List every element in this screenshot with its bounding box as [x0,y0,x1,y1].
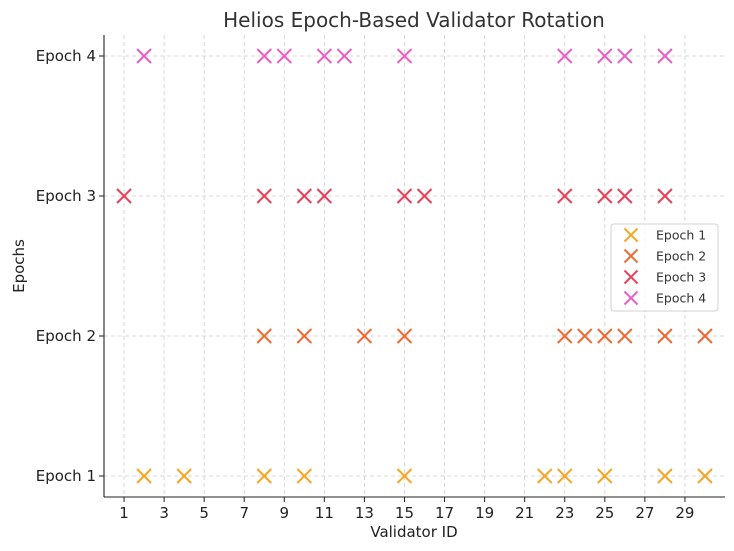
data-point [617,188,633,204]
data-point [657,468,673,484]
data-point [577,328,593,344]
legend-label: Epoch 3 [656,270,706,285]
x-tick-label: 3 [159,504,169,522]
data-point [296,468,313,484]
data-point [256,468,272,484]
x-tick-label: 29 [675,504,694,522]
x-tick-label: 5 [199,504,209,522]
x-tick-label: 13 [355,504,374,522]
legend-label: Epoch 2 [656,249,706,264]
data-point [697,468,713,484]
y-axis-label: Epochs [10,239,28,293]
data-point [316,188,333,204]
data-point [396,188,413,204]
y-tick-label: Epoch 3 [36,187,96,205]
data-point [136,468,152,484]
data-point [597,188,613,204]
data-point [697,328,713,344]
data-point [256,328,272,344]
x-axis-label: Validator ID [370,523,457,541]
y-tick-label: Epoch 1 [36,467,96,485]
data-point [296,188,313,204]
data-point [356,328,373,344]
data-point [557,188,573,204]
data-point [176,468,192,484]
axes [103,35,725,498]
data-point [296,328,313,344]
data-point [256,48,272,64]
data-point [617,328,633,344]
data-point [617,48,633,64]
x-ticks: 1 3 5 7 9 11 13 15 17 19 21 23 25 27 29 [119,497,694,522]
x-tick-label: 19 [475,504,494,522]
data-point [537,468,553,484]
data-point [256,188,272,204]
data-point [657,328,673,344]
x-tick-label: 11 [315,504,334,522]
data-point [316,48,333,64]
data-point [416,188,433,204]
y-tick-label: Epoch 2 [36,327,96,345]
data-point [657,188,673,204]
data-point [116,188,132,204]
data-point [136,48,152,64]
x-tick-label: 21 [515,504,534,522]
legend-label: Epoch 4 [656,291,706,306]
data-point [396,328,413,344]
legend-label: Epoch 1 [656,228,706,243]
data-point [396,468,413,484]
x-tick-label: 9 [280,504,290,522]
x-tick-label: 17 [435,504,454,522]
data-point [597,328,613,344]
chart-title: Helios Epoch-Based Validator Rotation [223,8,605,32]
x-tick-label: 27 [635,504,654,522]
data-marks [116,48,713,484]
data-point [597,48,613,64]
data-point [557,468,573,484]
data-point [336,48,353,64]
x-tick-label: 1 [119,504,129,522]
legend-marker [623,227,639,243]
data-point [557,48,573,64]
data-point [597,468,613,484]
legend-marker [623,269,639,285]
data-point [396,48,413,64]
y-tick-label: Epoch 4 [36,47,96,65]
data-point [657,48,673,64]
legend-box [610,223,719,312]
legend: Epoch 1 Epoch 2 Epoch 3 Epoch 4 [610,223,719,312]
x-tick-label: 15 [395,504,414,522]
x-tick-label: 7 [239,504,249,522]
legend-marker [623,290,639,306]
y-ticks: Epoch 1 Epoch 2 Epoch 3 Epoch 4 [36,47,104,485]
data-point [557,328,573,344]
x-tick-label: 25 [595,504,614,522]
legend-marker [623,248,639,264]
x-tick-label: 23 [555,504,574,522]
data-point [276,48,292,64]
